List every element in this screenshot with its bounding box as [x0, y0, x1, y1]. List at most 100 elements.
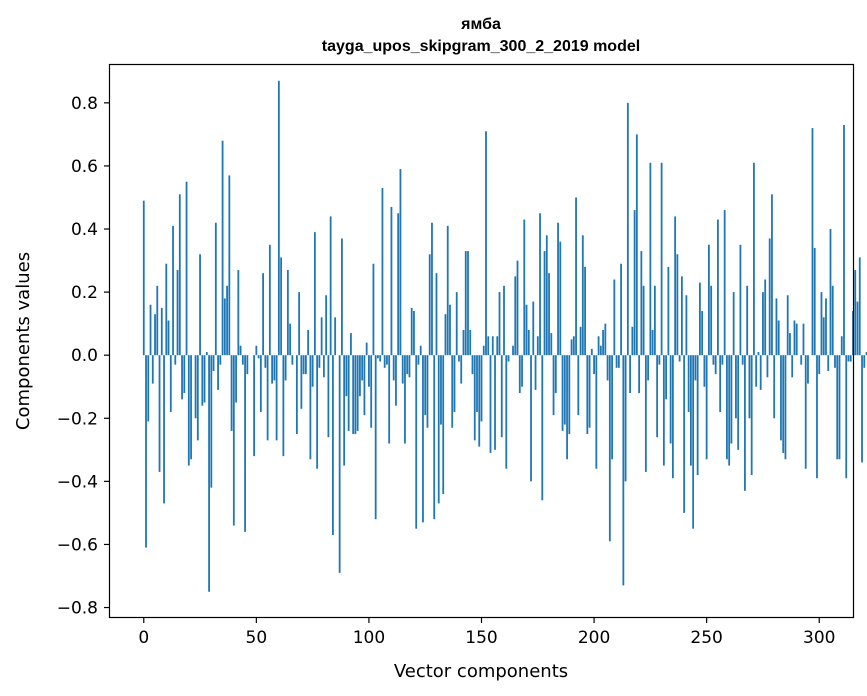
bar-30	[210, 355, 213, 488]
bar-135	[446, 225, 449, 356]
bar-295	[807, 355, 809, 384]
bar-97	[361, 355, 364, 381]
bar-36	[223, 298, 226, 356]
x-tick-label: 100	[353, 628, 385, 648]
bar-137	[451, 355, 454, 428]
bar-269	[748, 355, 751, 419]
bar-308	[836, 355, 839, 460]
bar-270	[750, 355, 753, 476]
bar-217	[631, 326, 634, 356]
bar-250	[705, 355, 708, 460]
bar-24	[196, 355, 199, 441]
bar-124	[422, 355, 424, 523]
bar-112	[395, 355, 397, 406]
bar-197	[586, 355, 589, 435]
bar-164	[512, 345, 514, 356]
bar-46	[246, 355, 249, 375]
bar-300	[818, 355, 821, 375]
bar-7	[158, 355, 161, 472]
bar-41	[235, 355, 237, 403]
bar-105	[379, 355, 382, 362]
bar-265	[739, 244, 742, 356]
bar-158	[498, 292, 501, 356]
y-tick-label: 0.0	[71, 346, 98, 366]
bar-100	[368, 355, 370, 387]
bar-147	[473, 355, 476, 441]
plot-frame	[108, 63, 855, 619]
bar-155	[491, 336, 494, 356]
bar-32	[214, 222, 217, 356]
bar-4	[151, 355, 154, 384]
bar-219	[635, 134, 638, 356]
bar-71	[302, 355, 305, 375]
bar-243	[689, 355, 692, 466]
bar-156	[494, 355, 496, 450]
bar-287	[789, 333, 791, 356]
bar-279	[771, 194, 773, 356]
bar-66	[291, 355, 294, 365]
bar-284	[782, 355, 785, 453]
bar-141	[460, 355, 463, 384]
bar-275	[762, 292, 764, 356]
bar-106	[381, 188, 384, 356]
bar-321	[865, 352, 867, 356]
bar-307	[834, 355, 836, 368]
bar-183	[554, 355, 557, 394]
bar-134	[444, 314, 447, 356]
bar-9	[163, 355, 165, 504]
bar-218	[633, 210, 636, 356]
bar-127	[428, 254, 431, 356]
bar-171	[527, 329, 530, 356]
bar-92	[350, 333, 352, 356]
bar-186	[561, 355, 564, 431]
bar-49	[253, 355, 255, 457]
bar-302	[822, 317, 825, 356]
bar-159	[500, 355, 503, 438]
bar-2	[147, 355, 150, 422]
bar-142	[462, 329, 465, 356]
bar-162	[507, 355, 510, 362]
chart-subtitle: tayga_upos_skipgram_300_2_2019 model	[322, 38, 640, 55]
bar-257	[721, 355, 724, 365]
bar-277	[766, 355, 769, 378]
bar-313	[847, 355, 850, 362]
bar-15	[176, 270, 179, 356]
bar-252	[710, 285, 713, 356]
bar-223	[644, 355, 647, 472]
bar-91	[347, 355, 350, 431]
bar-306	[831, 285, 834, 356]
bar-161	[505, 355, 508, 469]
bar-185	[559, 241, 562, 356]
bar-42	[237, 270, 240, 356]
bar-245	[694, 355, 697, 381]
bar-311	[843, 124, 845, 356]
bar-39	[230, 355, 233, 431]
bar-76	[313, 232, 316, 356]
bar-312	[845, 355, 848, 479]
x-tick-label: 50	[246, 628, 268, 648]
bar-285	[784, 355, 787, 460]
bar-256	[719, 355, 722, 412]
bar-207	[608, 355, 611, 542]
bar-27	[203, 355, 206, 403]
bar-225	[649, 162, 652, 356]
bar-120	[413, 311, 415, 356]
bar-234	[669, 355, 672, 444]
bar-35	[221, 140, 224, 356]
bar-113	[397, 213, 400, 356]
bar-195	[581, 235, 584, 356]
bar-116	[404, 355, 406, 444]
bar-68	[295, 355, 298, 435]
bar-238	[678, 355, 681, 362]
bar-202	[597, 336, 600, 356]
bar-184	[557, 222, 559, 356]
bar-89	[343, 355, 346, 466]
bar-305	[829, 229, 832, 356]
bar-226	[651, 329, 654, 356]
bar-260	[728, 355, 731, 466]
bar-140	[458, 355, 460, 362]
bar-286	[786, 295, 789, 356]
bar-180	[548, 273, 550, 356]
